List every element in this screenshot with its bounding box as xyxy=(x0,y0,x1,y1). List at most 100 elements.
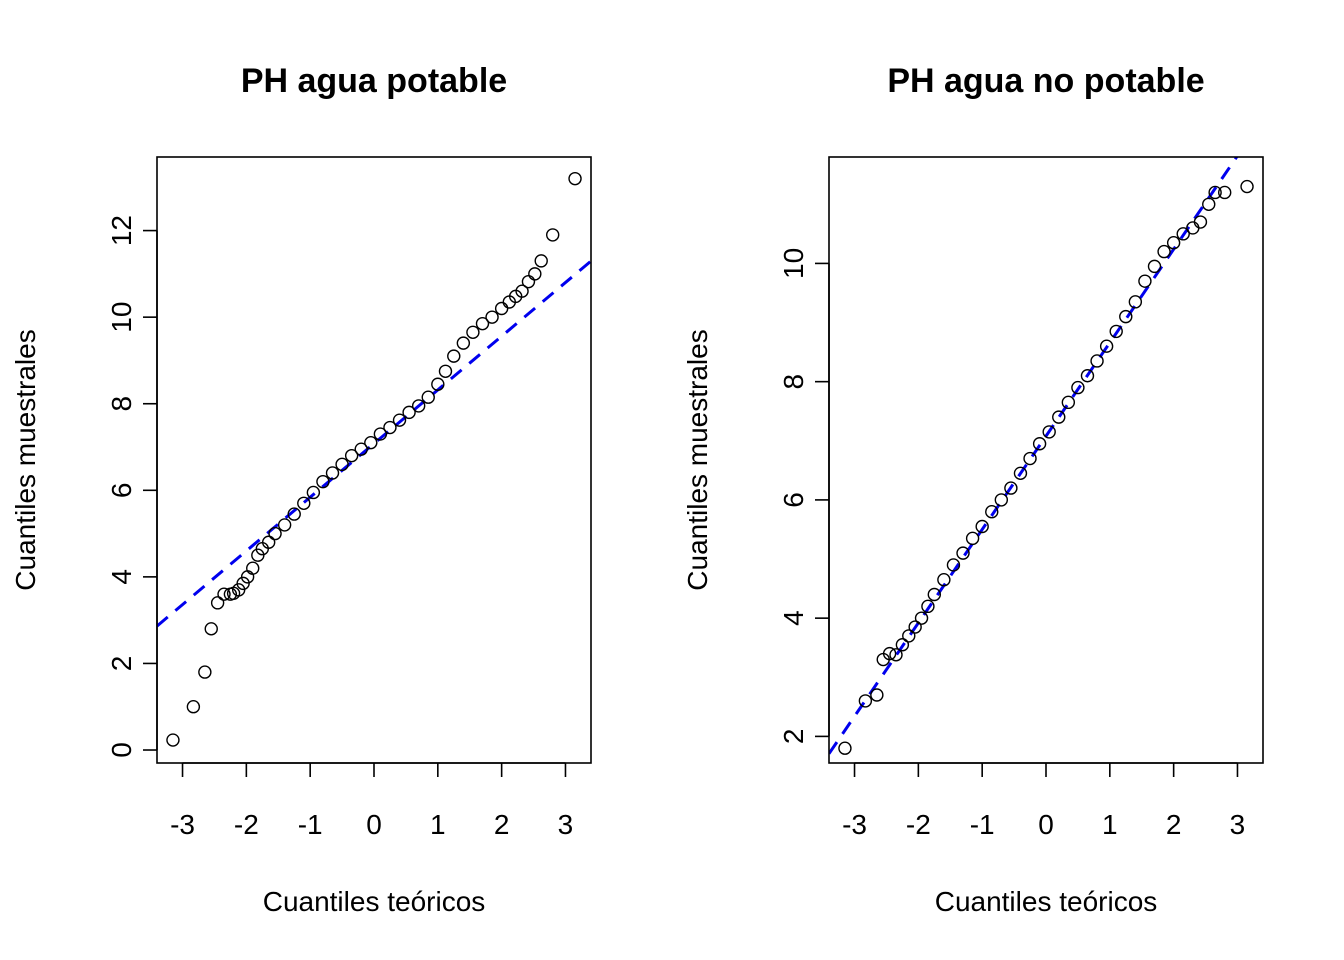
data-point xyxy=(534,254,548,268)
data-point xyxy=(166,733,180,747)
y-tick-label: 2 xyxy=(778,729,809,745)
y-tick-label: 12 xyxy=(106,215,137,246)
data-point xyxy=(316,474,330,489)
data-point xyxy=(1061,395,1076,410)
y-tick-label: 8 xyxy=(778,374,809,390)
x-tick-label: 0 xyxy=(366,809,382,840)
chart-title: PH agua no potable xyxy=(887,62,1204,100)
data-point xyxy=(297,496,311,510)
data-point xyxy=(204,622,218,636)
qq-reference-line xyxy=(829,157,1239,755)
x-tick-label: -1 xyxy=(298,809,323,840)
data-point xyxy=(965,531,980,546)
data-point xyxy=(1119,309,1133,324)
data-point xyxy=(515,284,529,298)
data-point xyxy=(946,558,961,572)
x-axis: -3 -2 -1 0 1 2 3 xyxy=(842,762,1246,840)
data-point xyxy=(927,587,942,602)
y-tick-label: 4 xyxy=(106,569,137,585)
y-tick-label: 0 xyxy=(106,742,137,758)
data-point xyxy=(392,413,407,427)
data-point xyxy=(1071,380,1085,395)
data-point xyxy=(1052,410,1066,424)
y-tick-label: 6 xyxy=(778,492,809,508)
data-point xyxy=(402,405,416,420)
data-point xyxy=(306,485,321,500)
data-point xyxy=(1202,197,1216,211)
data-point xyxy=(1128,295,1143,309)
data-point xyxy=(1208,185,1222,200)
y-tick-label: 8 xyxy=(106,396,137,412)
y-axis-label: Cuantiles muestrales xyxy=(10,329,41,590)
data-points xyxy=(166,171,582,747)
data-point xyxy=(494,301,509,316)
qq-reference-line xyxy=(157,259,591,628)
data-point xyxy=(447,349,461,363)
data-point xyxy=(1042,425,1056,439)
data-point xyxy=(1080,369,1095,383)
y-axis: 2 4 6 8 10 xyxy=(778,248,830,745)
x-tick-label: -3 xyxy=(842,809,867,840)
y-tick-label: 6 xyxy=(106,483,137,499)
x-tick-label: 3 xyxy=(1230,809,1246,840)
y-axis: 0 2 4 6 8 10 12 xyxy=(106,215,158,758)
data-point xyxy=(838,741,852,755)
x-tick-label: -2 xyxy=(234,809,259,840)
data-point xyxy=(902,629,916,643)
data-point xyxy=(895,638,910,652)
y-axis-label: Cuantiles muestrales xyxy=(682,329,713,590)
data-point xyxy=(421,390,435,404)
data-point xyxy=(186,700,201,714)
y-tick-label: 10 xyxy=(778,248,809,279)
reference-line-group xyxy=(157,259,591,628)
data-point xyxy=(411,399,426,413)
data-point xyxy=(1004,481,1018,495)
data-point xyxy=(383,420,397,435)
panel-ph-agua-potable: PH agua potable Cuantiles teóricos Cuant… xyxy=(10,62,592,917)
data-point xyxy=(373,427,388,441)
data-point xyxy=(914,611,929,625)
data-point xyxy=(870,688,884,702)
x-axis-label: Cuantiles teóricos xyxy=(263,886,486,917)
data-point xyxy=(521,274,536,289)
y-tick-label: 2 xyxy=(106,656,137,672)
data-point xyxy=(344,448,359,463)
x-axis-label: Cuantiles teóricos xyxy=(935,886,1158,917)
data-point xyxy=(277,518,292,532)
data-point xyxy=(364,435,378,450)
x-tick-label: 2 xyxy=(494,809,510,840)
data-point xyxy=(354,442,368,456)
x-tick-label: 3 xyxy=(558,809,574,840)
x-tick-label: -2 xyxy=(906,809,931,840)
data-point xyxy=(325,466,340,480)
data-point xyxy=(568,171,582,186)
data-point xyxy=(246,561,260,575)
data-point xyxy=(287,507,301,521)
data-point xyxy=(1157,244,1171,259)
data-point xyxy=(268,526,282,541)
data-point xyxy=(1147,259,1162,274)
data-point xyxy=(994,493,1009,507)
data-point xyxy=(1099,339,1114,353)
y-tick-label: 10 xyxy=(106,302,137,333)
x-tick-label: -3 xyxy=(170,809,195,840)
data-point xyxy=(1166,236,1181,250)
x-tick-label: 1 xyxy=(430,809,446,840)
data-point xyxy=(210,596,225,610)
data-points xyxy=(838,179,1254,755)
data-point xyxy=(1109,324,1123,339)
panel-ph-agua-no-potable: PH agua no potable Cuantiles teóricos Cu… xyxy=(682,62,1264,917)
data-point xyxy=(1032,437,1047,451)
data-point xyxy=(908,620,922,634)
data-point xyxy=(956,546,970,560)
data-point xyxy=(1090,354,1104,368)
x-tick-label: 2 xyxy=(1166,809,1182,840)
data-point xyxy=(217,587,231,601)
plot-frame xyxy=(156,156,592,764)
data-point xyxy=(1240,179,1254,194)
data-point xyxy=(1218,185,1232,200)
data-point xyxy=(198,665,212,679)
data-point xyxy=(985,505,999,519)
data-point xyxy=(475,316,490,331)
